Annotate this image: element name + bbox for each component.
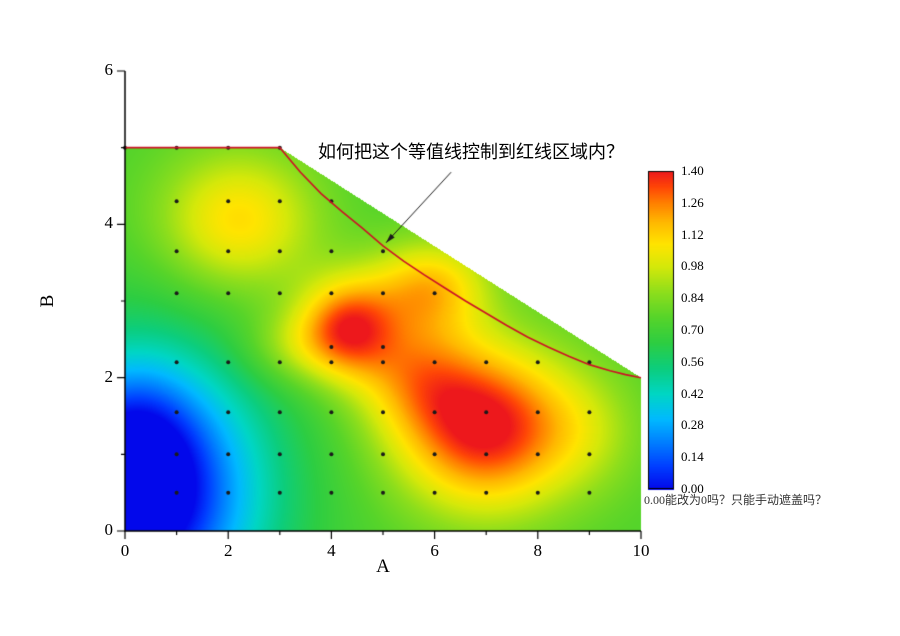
x-axis-title: A <box>376 556 390 577</box>
colorbar-tick-label: 1.12 <box>681 226 704 242</box>
annotation-text: 如何把这个等值线控制到红线区域内？ <box>318 142 624 162</box>
y-tick-label: 4 <box>104 213 114 233</box>
colorbar-tick-label: 0.00 <box>681 481 704 496</box>
colorbar-tick-label: 0.42 <box>681 385 704 401</box>
colorbar-note: 0.00能改为0吗？只能手动遮盖吗？ <box>644 493 828 507</box>
y-tick-label: 0 <box>104 520 114 539</box>
x-tick-label: 2 <box>223 541 233 560</box>
colorbar-tick-label: 0.70 <box>681 322 704 337</box>
colorbar-tick-label: 1.26 <box>681 194 704 210</box>
y-tick-label: 6 <box>104 60 114 79</box>
colorbar-tick-label: 0.28 <box>681 417 704 433</box>
colorbar-tick-label: 0.98 <box>681 258 704 274</box>
x-tick-label: 6 <box>430 541 439 560</box>
colorbar-tick-label: 0.84 <box>681 290 704 306</box>
y-tick-label: 2 <box>104 366 114 386</box>
x-tick-label: 4 <box>327 541 336 560</box>
colorbar-tick-label: 0.14 <box>681 449 704 465</box>
colorbar-tick-label: 1.40 <box>681 163 704 178</box>
x-tick-label: 10 <box>632 541 650 560</box>
x-tick-label: 0 <box>120 541 130 560</box>
colorbar-tick-label: 0.56 <box>681 353 704 369</box>
x-tick-label: 8 <box>533 541 543 560</box>
y-axis-title: B <box>37 294 58 308</box>
